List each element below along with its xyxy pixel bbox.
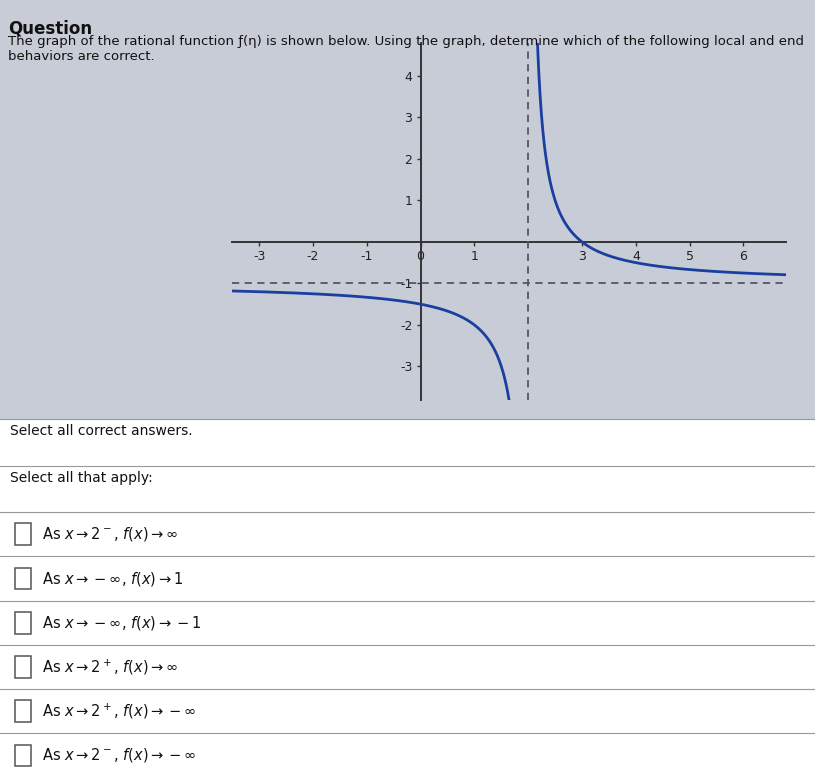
Text: Question: Question [8, 19, 92, 37]
Text: The graph of the rational function ƒ(η) is shown below. Using the graph, determi: The graph of the rational function ƒ(η) … [8, 35, 804, 63]
Text: As $x \to 2^-$, $f(x) \to \infty$: As $x \to 2^-$, $f(x) \to \infty$ [42, 525, 178, 543]
Text: As $x \to -\infty$, $f(x) \to 1$: As $x \to -\infty$, $f(x) \to 1$ [42, 570, 183, 587]
Text: As $x \to 2^-$, $f(x) \to -\infty$: As $x \to 2^-$, $f(x) \to -\infty$ [42, 747, 196, 764]
Text: As $x \to 2^+$, $f(x) \to \infty$: As $x \to 2^+$, $f(x) \to \infty$ [42, 657, 178, 677]
Text: As $x \to 2^+$, $f(x) \to -\infty$: As $x \to 2^+$, $f(x) \to -\infty$ [42, 702, 196, 721]
Text: Select all that apply:: Select all that apply: [10, 471, 152, 485]
Text: As $x \to -\infty$, $f(x) \to -1$: As $x \to -\infty$, $f(x) \to -1$ [42, 614, 201, 632]
Text: Select all correct answers.: Select all correct answers. [10, 424, 192, 438]
